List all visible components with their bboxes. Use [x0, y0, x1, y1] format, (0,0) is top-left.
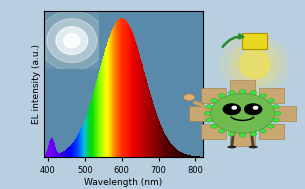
- Ellipse shape: [221, 34, 288, 94]
- FancyBboxPatch shape: [271, 106, 296, 121]
- FancyBboxPatch shape: [230, 80, 255, 95]
- Circle shape: [274, 111, 281, 115]
- Circle shape: [260, 129, 267, 133]
- Circle shape: [223, 104, 240, 115]
- Ellipse shape: [227, 146, 236, 148]
- Circle shape: [206, 118, 213, 122]
- FancyArrowPatch shape: [223, 34, 243, 47]
- Circle shape: [250, 91, 257, 95]
- Polygon shape: [27, 1, 117, 80]
- Y-axis label: EL intensity (a.u.): EL intensity (a.u.): [32, 44, 41, 124]
- Circle shape: [250, 132, 257, 136]
- Polygon shape: [38, 11, 106, 70]
- Polygon shape: [47, 19, 97, 62]
- FancyBboxPatch shape: [201, 124, 226, 139]
- X-axis label: Wavelength (nm): Wavelength (nm): [84, 178, 163, 187]
- FancyBboxPatch shape: [201, 88, 226, 103]
- FancyBboxPatch shape: [189, 106, 213, 121]
- Circle shape: [245, 104, 262, 115]
- Ellipse shape: [249, 146, 258, 148]
- Polygon shape: [56, 27, 88, 54]
- Circle shape: [218, 129, 225, 133]
- Circle shape: [228, 132, 235, 136]
- Circle shape: [211, 98, 217, 103]
- Circle shape: [210, 94, 274, 133]
- Circle shape: [239, 133, 246, 137]
- Circle shape: [239, 90, 246, 94]
- Ellipse shape: [230, 43, 279, 86]
- Circle shape: [184, 94, 195, 101]
- Circle shape: [260, 94, 267, 98]
- FancyBboxPatch shape: [242, 33, 267, 49]
- Circle shape: [272, 105, 279, 109]
- Circle shape: [253, 106, 258, 109]
- Circle shape: [232, 106, 236, 109]
- Ellipse shape: [239, 50, 270, 78]
- Circle shape: [204, 111, 211, 115]
- Circle shape: [228, 91, 235, 95]
- Polygon shape: [64, 33, 80, 48]
- Circle shape: [218, 94, 225, 98]
- Circle shape: [267, 124, 274, 128]
- FancyBboxPatch shape: [259, 124, 284, 139]
- FancyBboxPatch shape: [230, 131, 255, 146]
- Circle shape: [272, 118, 279, 122]
- Circle shape: [211, 124, 217, 128]
- Circle shape: [267, 98, 274, 103]
- FancyBboxPatch shape: [259, 88, 284, 103]
- Circle shape: [206, 105, 213, 109]
